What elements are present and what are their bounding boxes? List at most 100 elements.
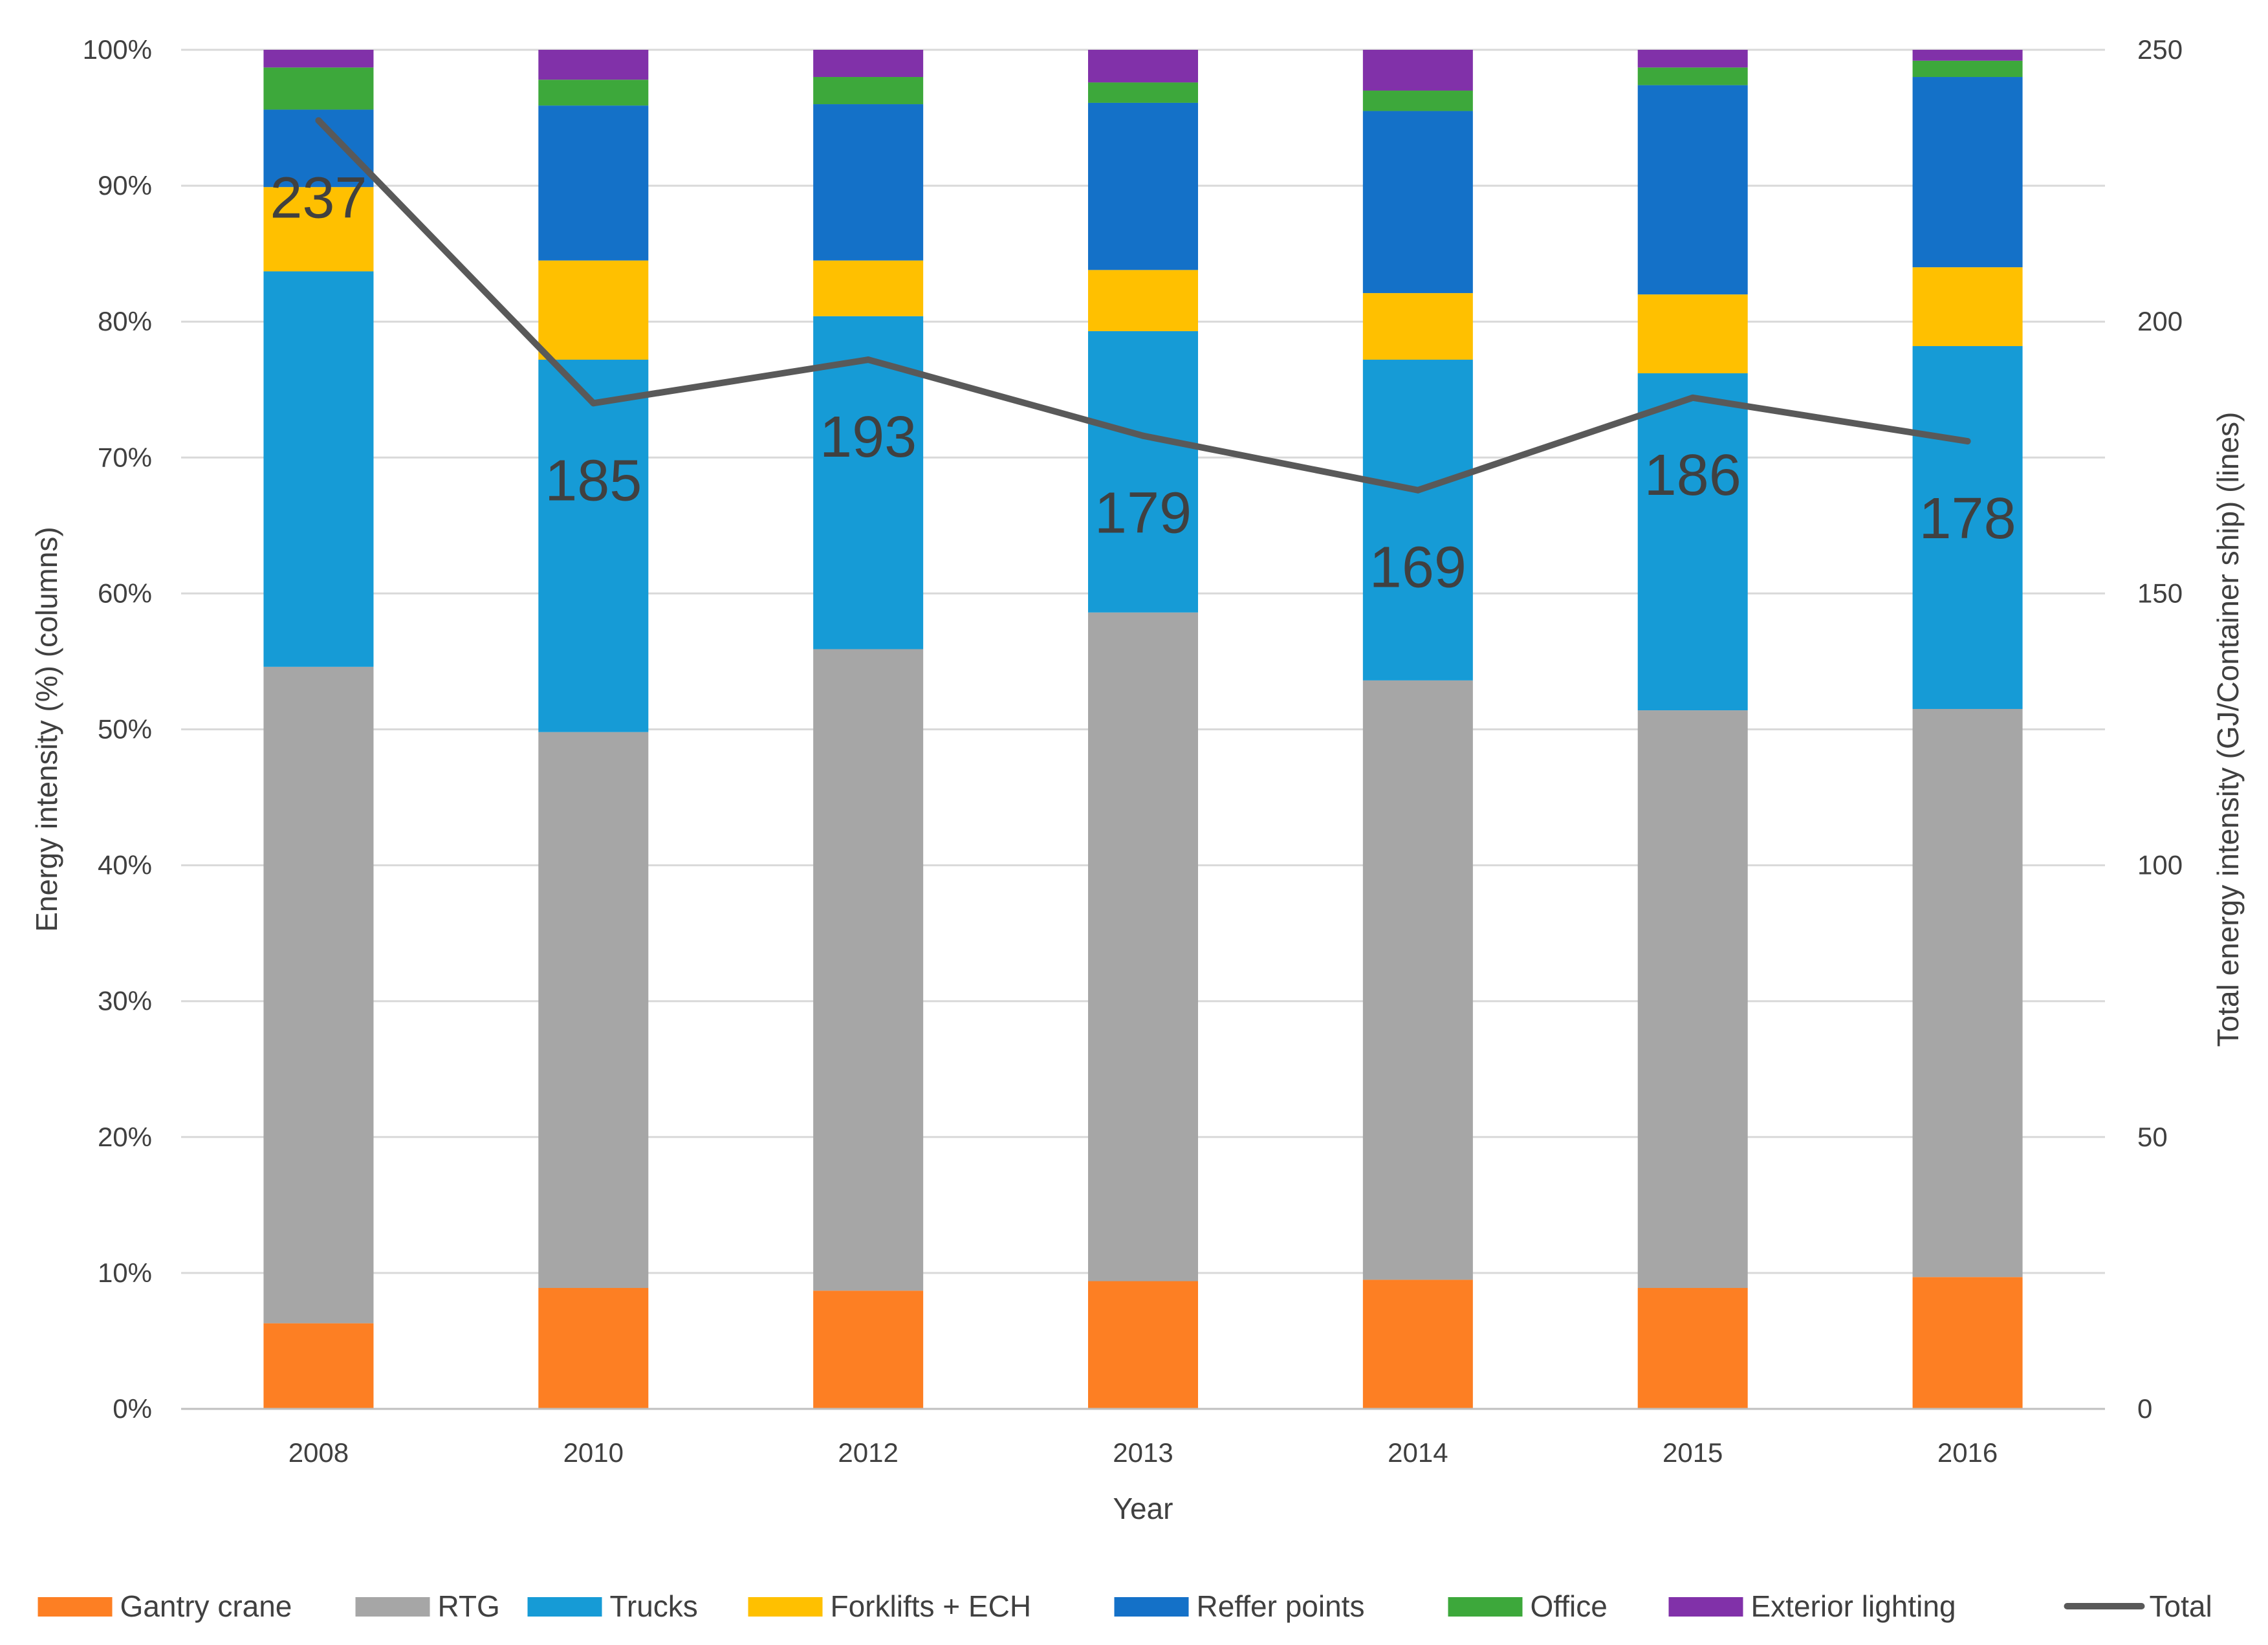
bar-exterior-lighting xyxy=(263,50,374,68)
bar-gantry-crane xyxy=(1912,1277,2023,1409)
bar-trucks xyxy=(263,271,374,667)
bar-rtg xyxy=(1362,680,1473,1280)
y2-tick-label: 150 xyxy=(2137,578,2183,608)
y-tick-label: 20% xyxy=(98,1122,152,1152)
total-data-label: 186 xyxy=(1644,443,1741,508)
y-tick-label: 60% xyxy=(98,578,152,608)
bar-exterior-lighting xyxy=(1362,50,1473,91)
y-tick-label: 50% xyxy=(98,714,152,745)
legend-swatch xyxy=(527,1597,602,1617)
total-data-label: 185 xyxy=(545,448,642,513)
legend-label: Exterior lighting xyxy=(1751,1589,1956,1623)
bar-forklifts-ech xyxy=(1912,267,2023,347)
bar-trucks xyxy=(1912,346,2023,709)
x-tick-label: 2016 xyxy=(1937,1437,1998,1468)
bar-rtg xyxy=(1088,612,1198,1281)
bar-gantry-crane xyxy=(1088,1281,1198,1409)
bar-forklifts-ech xyxy=(1088,270,1198,331)
y-tick-label: 40% xyxy=(98,850,152,880)
legend-swatch xyxy=(748,1597,823,1617)
y-tick-label: 90% xyxy=(98,170,152,201)
total-point xyxy=(865,356,872,364)
bar-exterior-lighting xyxy=(538,50,649,80)
bar-office xyxy=(538,80,649,106)
total-point xyxy=(1414,486,1421,494)
bar-gantry-crane xyxy=(813,1291,924,1409)
x-tick-label: 2008 xyxy=(289,1437,349,1468)
bar-rtg xyxy=(1637,710,1748,1289)
bar-reffer-points xyxy=(813,104,924,261)
x-tick-label: 2014 xyxy=(1388,1437,1448,1468)
bar-reffer-points xyxy=(538,105,649,261)
legend-label: Gantry crane xyxy=(120,1589,292,1623)
y-tick-label: 70% xyxy=(98,442,152,472)
total-point xyxy=(1964,438,1971,445)
bar-trucks xyxy=(1362,360,1473,681)
y-tick-label: 10% xyxy=(98,1258,152,1288)
bar-trucks xyxy=(1637,373,1748,711)
bar-gantry-crane xyxy=(1362,1280,1473,1409)
legend-label: Trucks xyxy=(610,1589,698,1623)
bar-rtg xyxy=(538,732,649,1289)
bar-rtg xyxy=(1912,708,2023,1278)
bar-rtg xyxy=(813,649,924,1291)
bar-forklifts-ech xyxy=(538,260,649,360)
y2-tick-label: 250 xyxy=(2137,34,2183,65)
bar-gantry-crane xyxy=(263,1323,374,1409)
y-tick-label: 0% xyxy=(113,1393,152,1424)
x-tick-label: 2010 xyxy=(563,1437,624,1468)
total-data-label: 179 xyxy=(1095,481,1192,546)
bar-forklifts-ech xyxy=(1362,293,1473,360)
y2-tick-label: 0 xyxy=(2137,1393,2152,1424)
bar-reffer-points xyxy=(1912,77,2023,268)
y-axis-title: Energy intensity (%) (columns) xyxy=(30,527,63,931)
bar-reffer-points xyxy=(1637,85,1748,295)
total-point xyxy=(1689,394,1696,401)
bar-gantry-crane xyxy=(538,1288,649,1409)
bar-office xyxy=(1637,67,1748,85)
bar-exterior-lighting xyxy=(1088,50,1198,83)
bar-office xyxy=(813,77,924,105)
legend-swatch xyxy=(1448,1597,1523,1617)
total-data-label: 169 xyxy=(1369,536,1467,600)
bar-reffer-points xyxy=(1088,102,1198,270)
bar-office xyxy=(1088,82,1198,103)
bar-forklifts-ech xyxy=(263,187,374,272)
x-axis-title: Year xyxy=(1113,1492,1173,1525)
bar-exterior-lighting xyxy=(813,50,924,78)
bar-trucks xyxy=(538,360,649,732)
bar-office xyxy=(263,67,374,110)
y2-tick-label: 200 xyxy=(2137,306,2183,336)
bar-office xyxy=(1362,91,1473,111)
bar-office xyxy=(1912,60,2023,78)
y2-axis-title: Total energy intensity (GJ/Container shi… xyxy=(2211,412,2245,1047)
bar-exterior-lighting xyxy=(1912,50,2023,61)
bar-rtg xyxy=(263,666,374,1324)
legend-label: Reffer points xyxy=(1197,1589,1365,1623)
x-tick-label: 2013 xyxy=(1113,1437,1173,1468)
total-data-label: 193 xyxy=(820,405,917,470)
bar-forklifts-ech xyxy=(1637,294,1748,374)
x-tick-label: 2015 xyxy=(1663,1437,1723,1468)
legend-label: Office xyxy=(1531,1589,1608,1623)
legend-label: Forklifts + ECH xyxy=(831,1589,1032,1623)
bar-forklifts-ech xyxy=(813,260,924,316)
y2-tick-label: 50 xyxy=(2137,1122,2168,1152)
total-point xyxy=(315,117,322,124)
y-tick-label: 100% xyxy=(83,34,152,65)
legend-swatch xyxy=(355,1597,430,1617)
legend-label: RTG xyxy=(438,1589,500,1623)
legend-swatch xyxy=(1668,1597,1743,1617)
y-tick-label: 80% xyxy=(98,306,152,336)
x-tick-label: 2012 xyxy=(838,1437,898,1468)
legend-swatch xyxy=(1114,1597,1189,1617)
bar-gantry-crane xyxy=(1637,1288,1748,1409)
y2-tick-label: 100 xyxy=(2137,850,2183,880)
bar-reffer-points xyxy=(1362,111,1473,294)
bar-trucks xyxy=(1088,331,1198,613)
total-point xyxy=(1140,432,1146,439)
total-data-label: 178 xyxy=(1919,486,2016,551)
bar-exterior-lighting xyxy=(1637,50,1748,68)
